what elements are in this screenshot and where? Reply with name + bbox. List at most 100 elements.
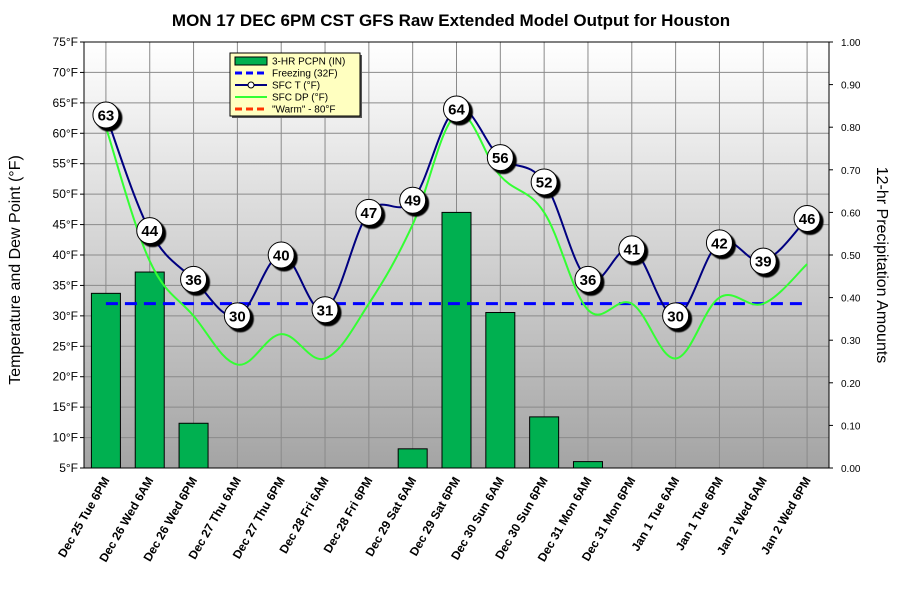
temp-data-label: 39 <box>755 254 772 271</box>
legend-entry: Freezing (32F) <box>235 69 338 80</box>
temp-marker-circle <box>92 101 120 129</box>
temp-marker: 44 <box>136 217 164 245</box>
left-tick-label: 15°F <box>53 400 78 414</box>
precip-bar <box>397 448 428 469</box>
legend-entry: SFC T (°F) <box>235 81 320 92</box>
temp-marker: 31 <box>311 296 339 324</box>
temp-marker: 40 <box>267 241 295 269</box>
temp-data-label: 47 <box>361 205 378 222</box>
temp-marker-circle <box>223 302 251 330</box>
legend-entry: SFC DP (°F) <box>235 93 328 104</box>
precip-bars <box>90 211 603 469</box>
temp-marker-circle <box>180 265 208 293</box>
temp-data-label: 49 <box>404 193 421 210</box>
temp-marker-circle <box>399 186 427 214</box>
precip-bar <box>485 312 516 469</box>
temp-data-label: 46 <box>799 211 816 228</box>
temp-data-label: 36 <box>185 272 202 289</box>
right-tick-label: 0.80 <box>841 123 861 134</box>
left-tick-label: 60°F <box>53 126 78 140</box>
temp-marker-circle <box>793 204 821 232</box>
right-tick-label: 0.50 <box>841 251 861 262</box>
temp-data-label: 42 <box>711 235 728 252</box>
temp-data-label: 64 <box>448 101 465 118</box>
left-tick-label: 70°F <box>53 65 78 79</box>
temp-data-label: 63 <box>98 108 115 125</box>
temp-data-label: 40 <box>273 248 290 265</box>
precip-bar <box>441 211 472 469</box>
chart-title: MON 17 DEC 6PM CST GFS Raw Extended Mode… <box>172 11 730 30</box>
right-axis-ticks: 0.00 0.10 0.20 0.30 0.40 0.50 0.60 0.70 0.80 0.90… <box>829 38 861 475</box>
left-tick-label: 5°F <box>59 461 78 475</box>
temp-marker: 63 <box>92 101 120 129</box>
legend-entry: 3-HR PCPN (IN) <box>234 56 345 68</box>
temp-marker-circle <box>486 144 514 172</box>
temp-data-label: 41 <box>623 241 640 258</box>
right-tick-label: 0.20 <box>841 379 861 390</box>
legend-label: SFC T (°F) <box>272 81 320 92</box>
left-tick-label: 50°F <box>53 187 78 201</box>
temp-marker: 42 <box>705 229 733 257</box>
temp-marker-circle <box>311 296 339 324</box>
temp-marker: 39 <box>749 247 777 275</box>
left-tick-label: 75°F <box>53 35 78 49</box>
legend-entry: "Warm" - 80°F <box>235 105 336 116</box>
legend-label: SFC DP (°F) <box>272 93 328 104</box>
temp-data-label: 36 <box>580 272 597 289</box>
temp-marker: 41 <box>618 235 646 263</box>
legend: 3-HR PCPN (IN)Freezing (32F)SFC T (°F)SF… <box>229 52 362 118</box>
legend-label: Freezing (32F) <box>272 69 338 80</box>
left-tick-label: 35°F <box>53 278 78 292</box>
right-tick-label: 0.70 <box>841 166 861 177</box>
temp-marker: 36 <box>574 265 602 293</box>
temp-marker: 46 <box>793 204 821 232</box>
legend-label: 3-HR PCPN (IN) <box>272 57 345 68</box>
left-axis-ticks: 5°F 10°F 15°F 20°F 25°F 30°F 35°F 40°F 45°F 50°F 5… <box>53 35 84 475</box>
precip-bar <box>178 422 209 469</box>
temp-marker-circle <box>749 247 777 275</box>
left-tick-label: 45°F <box>53 218 78 232</box>
temp-marker: 30 <box>223 302 251 330</box>
temp-data-label: 52 <box>536 174 553 191</box>
temp-marker: 64 <box>443 95 470 123</box>
temp-marker: 52 <box>530 168 558 196</box>
temp-marker-circle <box>355 198 383 226</box>
temp-data-label: 30 <box>229 308 246 325</box>
right-tick-label: 0.40 <box>841 294 861 305</box>
right-tick-label: 0.30 <box>841 336 861 347</box>
temp-marker: 36 <box>180 265 208 293</box>
temp-marker: 30 <box>662 302 690 330</box>
temp-marker-circle <box>662 302 690 330</box>
left-tick-label: 65°F <box>53 96 78 110</box>
temp-data-label: 31 <box>317 302 334 319</box>
temp-data-label: 44 <box>141 223 158 240</box>
temp-marker-circle <box>267 241 295 269</box>
legend-swatch-bar <box>234 56 268 66</box>
left-tick-label: 30°F <box>53 309 78 323</box>
left-tick-label: 25°F <box>53 339 78 353</box>
temp-marker-circle <box>574 265 602 293</box>
right-axis-label: 12-hr Precipitation Amounts <box>873 167 890 364</box>
left-tick-label: 40°F <box>53 248 78 262</box>
temp-marker: 49 <box>399 186 427 214</box>
temp-marker-circle <box>705 229 733 257</box>
left-tick-label: 20°F <box>53 370 78 384</box>
legend-label: "Warm" - 80°F <box>272 105 336 116</box>
left-tick-label: 55°F <box>53 157 78 171</box>
right-tick-label: 0.10 <box>841 421 861 432</box>
left-axis-label: Temperature and Dew Point (°F) <box>7 155 24 385</box>
left-tick-label: 10°F <box>53 431 78 445</box>
temp-marker-circle <box>136 217 164 245</box>
right-tick-label: 0.90 <box>841 81 861 92</box>
temp-marker-circle <box>618 235 646 263</box>
temp-markers: 63 44 36 30 40 31 47 49 64 56 52 36 41 30 42 39 46 <box>92 95 821 330</box>
precip-bar <box>572 461 603 469</box>
legend-swatch-marker <box>247 81 255 89</box>
temp-marker-circle <box>530 168 558 196</box>
right-tick-label: 0.60 <box>841 208 861 219</box>
precip-bar <box>134 271 165 469</box>
right-tick-label: 1.00 <box>841 38 861 49</box>
x-tick-label: Jan 1 Tue 6PM <box>673 475 726 553</box>
